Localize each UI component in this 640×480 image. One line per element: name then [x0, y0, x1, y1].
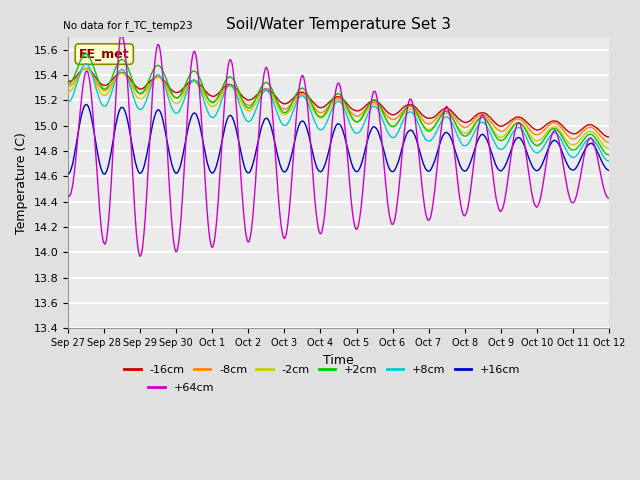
- X-axis label: Time: Time: [323, 354, 354, 367]
- Text: No data for f_TC_temp23: No data for f_TC_temp23: [63, 20, 193, 31]
- Y-axis label: Temperature (C): Temperature (C): [15, 132, 28, 234]
- Text: EE_met: EE_met: [79, 48, 129, 60]
- Legend: +64cm: +64cm: [144, 378, 219, 397]
- Title: Soil/Water Temperature Set 3: Soil/Water Temperature Set 3: [226, 17, 451, 32]
